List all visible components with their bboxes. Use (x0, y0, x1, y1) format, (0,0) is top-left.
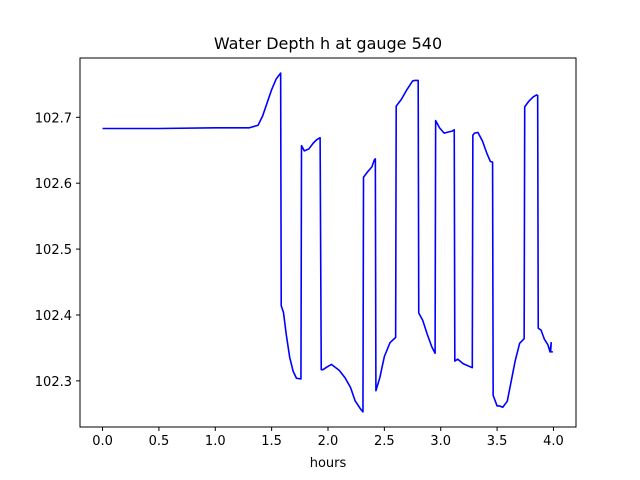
x-tick-label: 3.0 (430, 434, 451, 449)
x-tick-label: 2.0 (318, 434, 339, 449)
x-tick-label: 1.0 (205, 434, 226, 449)
plot-area (80, 58, 576, 427)
x-axis-ticks: 0.0 0.5 1.0 1.5 2.0 2.5 3.0 3.5 4.0 (92, 427, 564, 449)
series-line (102, 72, 553, 413)
x-tick-label: 3.5 (487, 434, 508, 449)
x-tick-label: 2.5 (374, 434, 395, 449)
y-tick-label: 102.4 (35, 309, 72, 324)
y-axis-ticks: 102.3 102.4 102.5 102.6 102.7 (35, 111, 80, 390)
chart-title: Water Depth h at gauge 540 (214, 34, 442, 53)
x-tick-label: 4.0 (543, 434, 564, 449)
y-tick-label: 102.7 (35, 111, 72, 126)
x-axis-label: hours (310, 456, 347, 471)
x-tick-label: 1.5 (261, 434, 282, 449)
data-layer (102, 72, 553, 413)
x-tick-label: 0.5 (149, 434, 170, 449)
y-tick-label: 102.5 (35, 243, 72, 258)
x-tick-label: 0.0 (92, 434, 113, 449)
y-tick-label: 102.3 (35, 375, 72, 390)
plot-background (80, 58, 576, 427)
y-tick-label: 102.6 (35, 177, 72, 192)
